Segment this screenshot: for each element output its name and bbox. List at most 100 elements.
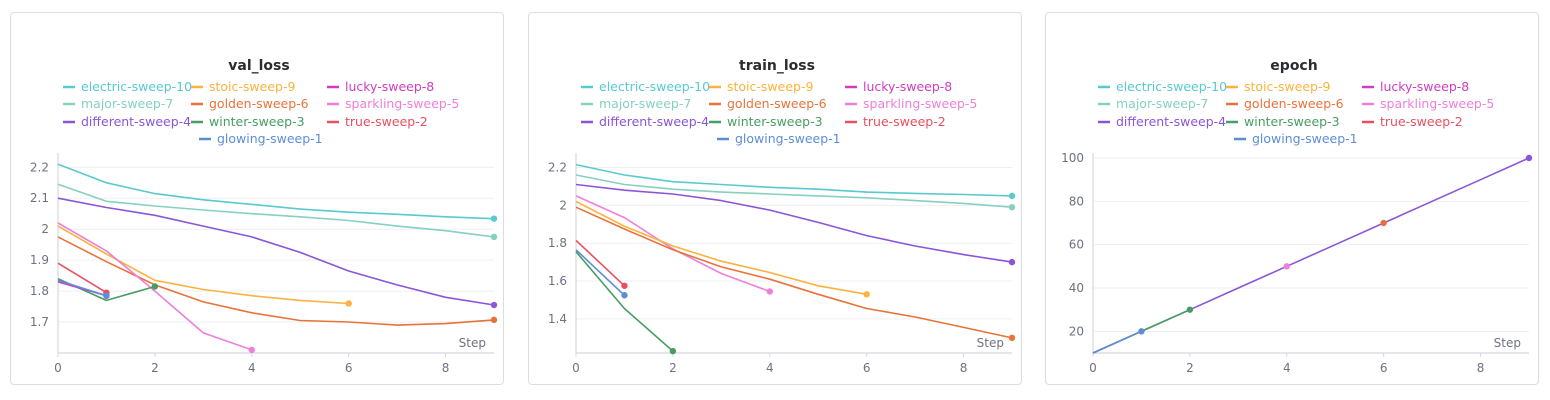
- series-glowing-sweep-1[interactable]: [575, 249, 628, 299]
- series-end-point: [490, 233, 498, 241]
- legend-item-stoic-sweep-9[interactable]: stoic-sweep-9: [191, 79, 295, 94]
- legend-label: sparkling-sweep-5: [1380, 96, 1494, 111]
- series-line: [57, 197, 495, 306]
- series-end-point: [490, 301, 498, 309]
- legend-item-major-sweep-7[interactable]: major-sweep-7: [1098, 96, 1208, 111]
- legend-item-different-sweep-4[interactable]: different-sweep-4: [581, 114, 709, 129]
- legend-item-true-sweep-2[interactable]: true-sweep-2: [1362, 114, 1463, 129]
- series-electric-sweep-10[interactable]: [57, 163, 498, 222]
- series-sparkling-sweep-5[interactable]: [57, 222, 255, 354]
- legend-item-major-sweep-7[interactable]: major-sweep-7: [581, 96, 691, 111]
- series-golden-sweep-6[interactable]: [57, 236, 498, 326]
- series-line: [57, 225, 349, 305]
- series-end-point: [863, 291, 870, 298]
- series-line: [575, 163, 1013, 197]
- legend-item-true-sweep-2[interactable]: true-sweep-2: [845, 114, 946, 129]
- series-stoic-sweep-9[interactable]: [57, 225, 352, 307]
- series-sparkling-sweep-5[interactable]: [1283, 263, 1290, 270]
- legend-item-sparkling-sweep-5[interactable]: sparkling-sweep-5: [327, 96, 459, 111]
- chart-title-val-loss: val_loss: [228, 58, 289, 74]
- series-end-point: [1283, 263, 1290, 270]
- series-glowing-sweep-1[interactable]: [57, 279, 110, 299]
- legend-item-electric-sweep-10[interactable]: electric-sweep-10: [63, 79, 192, 94]
- series-different-sweep-4[interactable]: [57, 197, 498, 309]
- series-golden-sweep-6[interactable]: [1380, 219, 1387, 227]
- legend-item-lucky-sweep-8[interactable]: lucky-sweep-8: [1362, 79, 1469, 94]
- legend-item-lucky-sweep-8[interactable]: lucky-sweep-8: [327, 79, 434, 94]
- legend-label: golden-sweep-6: [209, 96, 309, 111]
- legend-label: glowing-sweep-1: [217, 131, 323, 146]
- series-line: [575, 239, 625, 287]
- series-end-point: [621, 292, 628, 299]
- legend-label: stoic-sweep-9: [727, 79, 813, 94]
- series-line: [57, 279, 107, 297]
- legend-label: winter-sweep-3: [209, 114, 305, 129]
- series-line: [57, 236, 495, 326]
- series-end-point: [766, 288, 773, 295]
- y-tick-label: 20: [1069, 324, 1084, 338]
- series-end-point: [621, 282, 628, 289]
- x-tick-label: 0: [1089, 361, 1097, 375]
- legend-label: lucky-sweep-8: [345, 79, 434, 94]
- epoch-chart: epoch electric-sweep-10 stoic-sweep-9 lucky…: [1061, 58, 1533, 375]
- legend-label: sparkling-sweep-5: [863, 96, 977, 111]
- legend-item-golden-sweep-6[interactable]: golden-sweep-6: [191, 96, 309, 111]
- series-end-point: [248, 346, 255, 354]
- series-golden-sweep-6[interactable]: [575, 206, 1016, 342]
- series-end-point: [1525, 154, 1533, 162]
- chart-panel-train-loss: train_loss electric-sweep-10 stoic-sweep-9…: [528, 12, 1022, 385]
- legend-item-winter-sweep-3[interactable]: winter-sweep-3: [709, 114, 823, 129]
- series-winter-sweep-3[interactable]: [575, 251, 677, 355]
- series-major-sweep-7[interactable]: [57, 183, 498, 241]
- legend-item-stoic-sweep-9[interactable]: stoic-sweep-9: [1226, 79, 1330, 94]
- legend-label: true-sweep-2: [863, 114, 946, 129]
- chart-panel-val-loss: val_loss electric-sweep-10 stoic-sweep-9 lu…: [10, 12, 504, 385]
- legend-label: true-sweep-2: [1380, 114, 1463, 129]
- legend-label: glowing-sweep-1: [735, 131, 841, 146]
- legend-item-electric-sweep-10[interactable]: electric-sweep-10: [581, 79, 710, 94]
- y-tick-label: 2.1: [30, 191, 49, 205]
- legend-label: stoic-sweep-9: [209, 79, 295, 94]
- legend-item-golden-sweep-6[interactable]: golden-sweep-6: [1226, 96, 1344, 111]
- x-tick-label: 4: [248, 361, 256, 375]
- legend-item-electric-sweep-10[interactable]: electric-sweep-10: [1098, 79, 1227, 94]
- legend-label: major-sweep-7: [1116, 96, 1208, 111]
- legend-label: electric-sweep-10: [81, 79, 192, 94]
- legend-item-sparkling-sweep-5[interactable]: sparkling-sweep-5: [845, 96, 977, 111]
- legend-item-glowing-sweep-1[interactable]: glowing-sweep-1: [199, 131, 323, 146]
- series-stoic-sweep-9[interactable]: [575, 200, 870, 298]
- series-true-sweep-2[interactable]: [575, 239, 628, 289]
- legend-item-different-sweep-4[interactable]: different-sweep-4: [1098, 114, 1226, 129]
- legend-item-golden-sweep-6[interactable]: golden-sweep-6: [709, 96, 827, 111]
- legend-item-winter-sweep-3[interactable]: winter-sweep-3: [191, 114, 305, 129]
- legend-item-glowing-sweep-1[interactable]: glowing-sweep-1: [1234, 131, 1358, 146]
- series-glowing-sweep-1[interactable]: [1092, 328, 1145, 354]
- legend-item-true-sweep-2[interactable]: true-sweep-2: [327, 114, 428, 129]
- legend-item-different-sweep-4[interactable]: different-sweep-4: [63, 114, 191, 129]
- legend-item-glowing-sweep-1[interactable]: glowing-sweep-1: [717, 131, 841, 146]
- series-different-sweep-4[interactable]: [575, 183, 1016, 266]
- series-line: [575, 200, 867, 296]
- legend-label: glowing-sweep-1: [1252, 131, 1358, 146]
- series-end-point: [1008, 204, 1016, 211]
- x-tick-label: 2: [669, 361, 677, 375]
- legend-item-sparkling-sweep-5[interactable]: sparkling-sweep-5: [1362, 96, 1494, 111]
- series-sparkling-sweep-5[interactable]: [575, 195, 773, 295]
- series-major-sweep-7[interactable]: [575, 174, 1016, 211]
- series-line: [575, 183, 1013, 263]
- series-end-point: [1380, 219, 1387, 227]
- x-tick-label: 6: [1380, 361, 1388, 375]
- series-end-point: [490, 316, 498, 324]
- legend-item-major-sweep-7[interactable]: major-sweep-7: [63, 96, 173, 111]
- legend-label: different-sweep-4: [599, 114, 709, 129]
- x-axis-label: Step: [977, 336, 1004, 350]
- x-tick-label: 8: [1477, 361, 1485, 375]
- legend-item-stoic-sweep-9[interactable]: stoic-sweep-9: [709, 79, 813, 94]
- series-end-point: [1008, 334, 1016, 342]
- series-line: [575, 249, 625, 296]
- legend-label: major-sweep-7: [81, 96, 173, 111]
- legend-item-winter-sweep-3[interactable]: winter-sweep-3: [1226, 114, 1340, 129]
- legend-item-lucky-sweep-8[interactable]: lucky-sweep-8: [845, 79, 952, 94]
- series-end-point: [1008, 192, 1016, 200]
- series-electric-sweep-10[interactable]: [575, 163, 1016, 200]
